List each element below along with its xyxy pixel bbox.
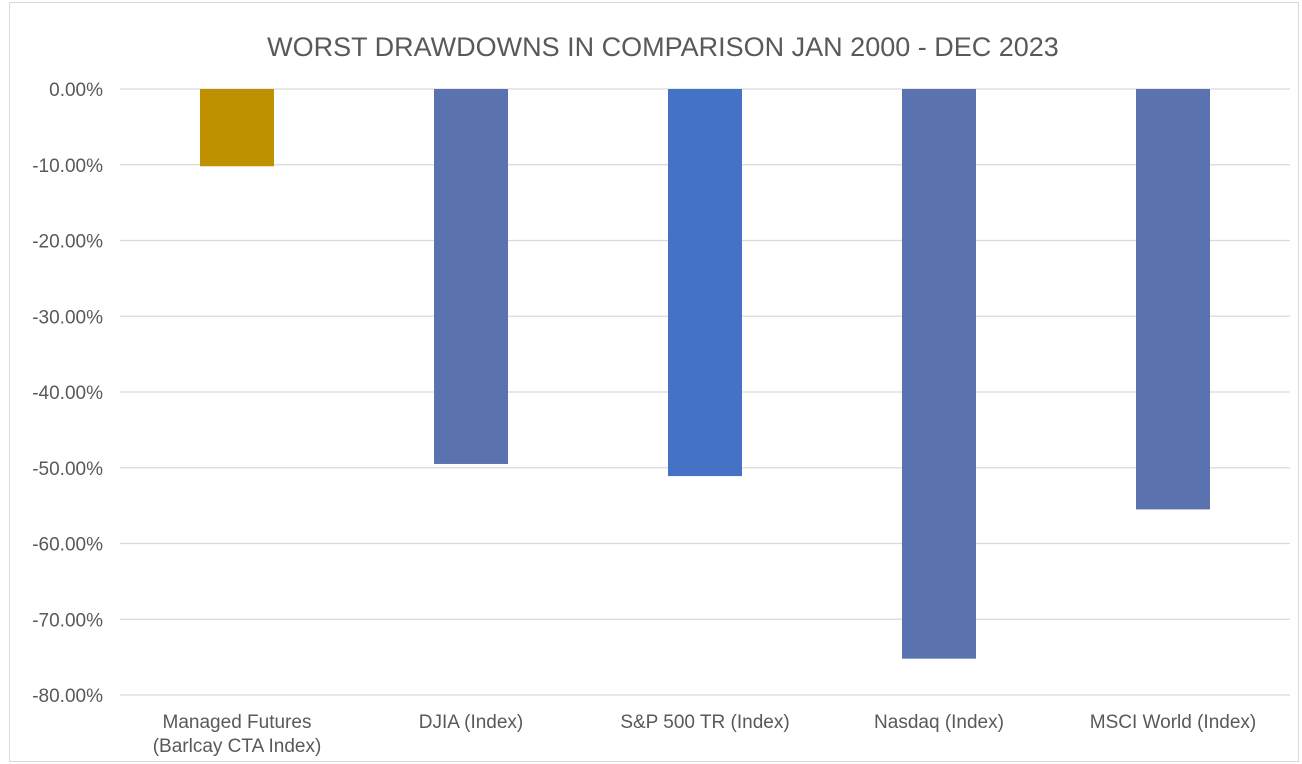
y-tick-label: -10.00% — [32, 156, 103, 177]
y-axis-tick-labels: 0.00% -10.00% -20.00% -30.00% -40.00% -50.00%… — [32, 80, 103, 707]
y-tick-label: 0.00% — [49, 80, 103, 101]
bar — [668, 89, 742, 477]
x-category-label-line: S&P 500 TR (Index) — [620, 712, 789, 733]
bar — [200, 89, 274, 167]
y-tick-label: -60.00% — [32, 535, 103, 556]
x-category-label-line: MSCI World (Index) — [1090, 712, 1256, 733]
x-category-label-line: DJIA (Index) — [419, 712, 524, 733]
x-category-label-line: Managed Futures — [163, 712, 312, 733]
x-category-label: DJIA (Index) — [419, 712, 524, 733]
x-category-label: S&P 500 TR (Index) — [620, 712, 789, 733]
x-category-label: Managed Futures (Barlcay CTA Index) — [153, 712, 322, 757]
y-tick-label: -40.00% — [32, 383, 103, 404]
chart-title: WORST DRAWDOWNS IN COMPARISON JAN 2000 -… — [267, 32, 1059, 62]
y-tick-label: -80.00% — [32, 686, 103, 707]
bar — [1136, 89, 1210, 510]
x-axis-category-labels: Managed Futures (Barlcay CTA Index) DJIA (… — [153, 712, 1257, 757]
x-category-label-line: (Barlcay CTA Index) — [153, 736, 322, 757]
y-tick-label: -70.00% — [32, 610, 103, 631]
bars — [200, 89, 1210, 659]
bar — [434, 89, 508, 464]
x-category-label-line: Nasdaq (Index) — [874, 712, 1004, 733]
y-tick-label: -50.00% — [32, 459, 103, 480]
bar — [902, 89, 976, 659]
y-tick-label: -30.00% — [32, 307, 103, 328]
x-category-label: MSCI World (Index) — [1090, 712, 1256, 733]
y-tick-label: -20.00% — [32, 232, 103, 253]
x-category-label: Nasdaq (Index) — [874, 712, 1004, 733]
